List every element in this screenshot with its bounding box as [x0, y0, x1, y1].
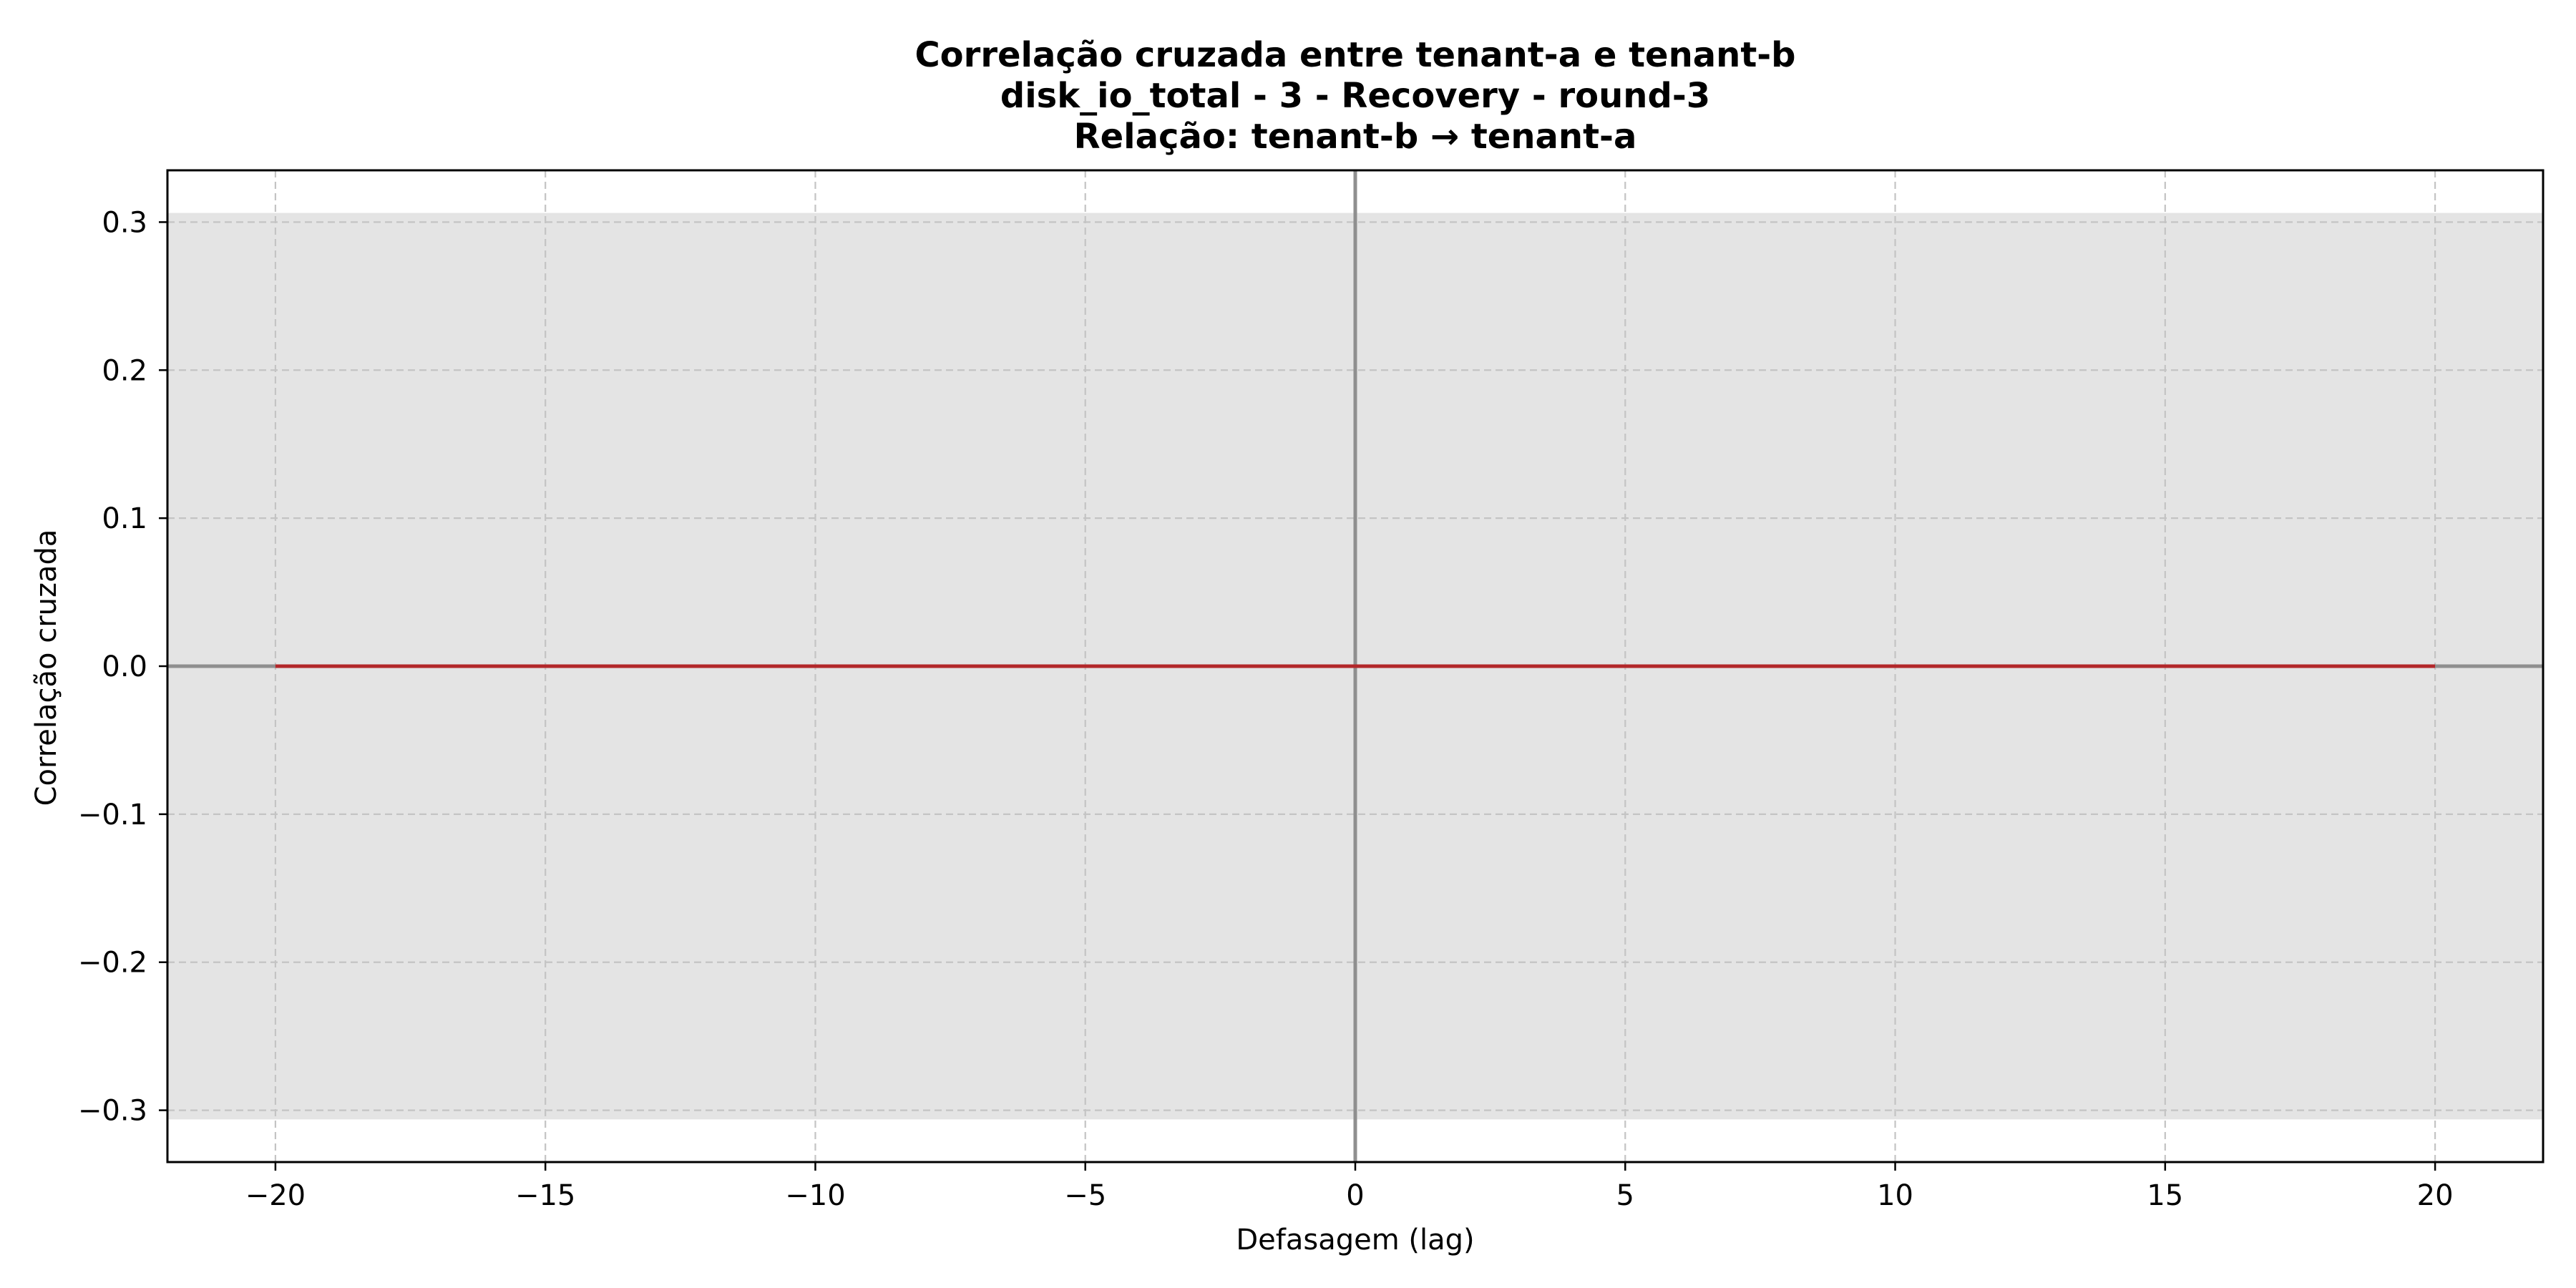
x-tick-label: −5	[1064, 1179, 1106, 1212]
x-axis-label: Defasagem (lag)	[1236, 1224, 1474, 1257]
y-tick-label: −0.1	[78, 799, 147, 831]
chart-title-line-3: Relação: tenant-b → tenant-a	[1074, 117, 1637, 157]
y-tick-label: 0.2	[102, 354, 147, 387]
y-tick-label: 0.3	[102, 206, 147, 239]
chart-title-line-1: Correlação cruzada entre tenant-a e tena…	[914, 35, 1795, 75]
chart-title-line-2: disk_io_total - 3 - Recovery - round-3	[1000, 76, 1710, 116]
plot-area: −20 −15 −10 −5 0 5 10 15 20 0.3 0.2 0.1 0.0 −0.1 −0.2 −…	[78, 169, 2545, 1212]
x-tick-label: −10	[785, 1179, 845, 1212]
x-tick-label: −20	[245, 1179, 306, 1212]
x-tick-label: 5	[1616, 1179, 1634, 1212]
y-tick-label: 0.1	[102, 502, 147, 535]
chart-title: Correlação cruzada entre tenant-a e tena…	[914, 35, 1795, 157]
x-tick-label: −15	[515, 1179, 575, 1212]
y-tick-label: −0.3	[78, 1095, 147, 1128]
x-tick-label: 0	[1346, 1179, 1364, 1212]
x-tick-label: 15	[2147, 1179, 2183, 1212]
y-tick-label: 0.0	[102, 650, 147, 683]
x-tick-label: 10	[1877, 1179, 1913, 1212]
y-axis-label: Correlação cruzada	[30, 530, 63, 806]
x-tick-label: 20	[2417, 1179, 2454, 1212]
y-tick-label: −0.2	[78, 947, 147, 980]
